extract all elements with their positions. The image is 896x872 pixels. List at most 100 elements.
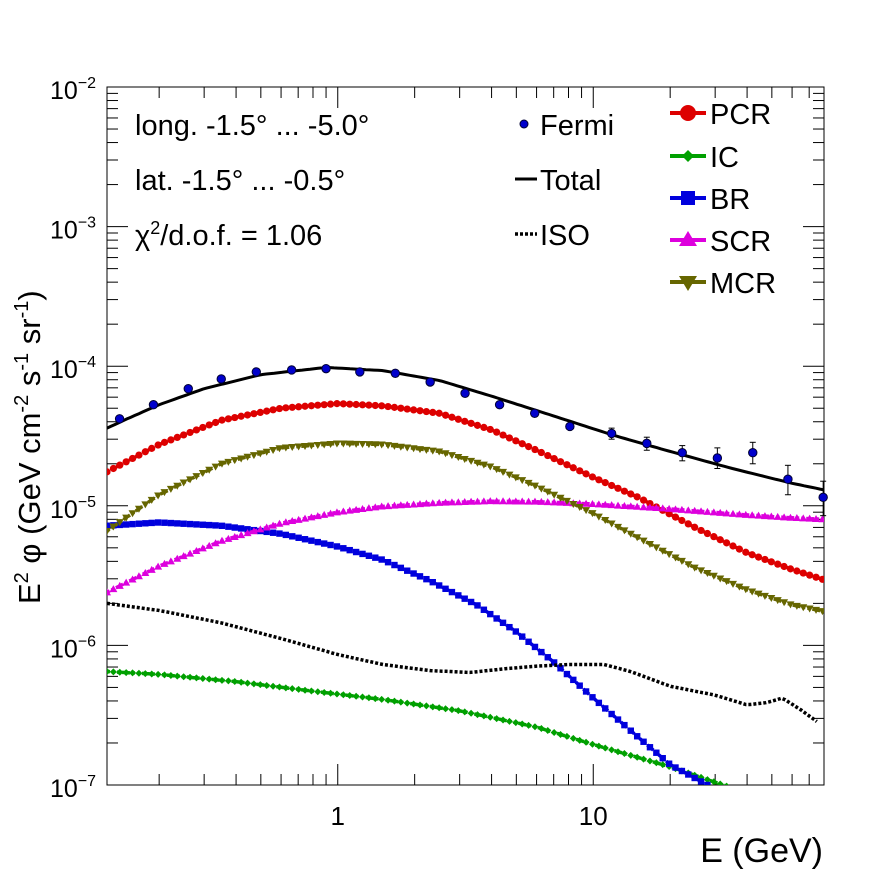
series-pcr-marker — [410, 406, 418, 414]
series-scr-marker — [288, 517, 297, 525]
legend-pcr-marker — [680, 105, 696, 121]
series-br-marker — [665, 760, 673, 767]
series-ic-marker — [493, 715, 501, 723]
series-ic-marker — [473, 711, 481, 719]
series-ic-marker — [512, 719, 520, 727]
series-pcr-marker — [454, 415, 462, 423]
series-br-marker — [397, 564, 405, 572]
chi-symbol: χ — [135, 220, 150, 252]
series-ic-marker — [122, 669, 130, 677]
series-scr-marker — [639, 503, 648, 511]
series-ic-marker — [403, 699, 411, 707]
series-br-marker — [282, 531, 290, 539]
series-pcr-marker — [135, 451, 143, 459]
series-mcr-marker — [633, 534, 642, 542]
series-pcr-marker — [563, 461, 571, 469]
series-scr-marker — [454, 498, 463, 506]
series-mcr-marker — [582, 507, 591, 515]
series-mcr-marker — [428, 447, 437, 455]
series-pcr-marker — [742, 548, 750, 556]
series-mcr-marker — [709, 572, 718, 580]
series-scr-marker — [479, 497, 488, 505]
y-tick-label: 10−6 — [50, 633, 96, 663]
y-tick-label: 10−7 — [50, 773, 96, 803]
series-pcr-marker — [107, 468, 111, 476]
series-ic-marker — [416, 701, 424, 709]
series-br-marker — [174, 520, 181, 527]
series-mcr-marker — [109, 523, 118, 531]
series-scr-marker — [799, 514, 808, 522]
series-scr-marker — [122, 578, 131, 586]
series-br-marker — [135, 520, 143, 527]
fermi-point — [677, 448, 687, 458]
series-scr-marker — [633, 502, 642, 510]
series-mcr-marker — [377, 441, 386, 449]
series-pcr-marker — [218, 416, 226, 424]
series-scr-marker — [665, 504, 674, 512]
series-br-marker — [365, 552, 373, 559]
series-br-marker — [129, 520, 136, 528]
series-ic-marker — [192, 674, 200, 682]
series-scr-marker — [499, 497, 508, 505]
series-ic-marker — [442, 705, 450, 713]
y-tick-exp: −7 — [78, 773, 96, 790]
series-br-marker — [659, 755, 666, 762]
series-mcr-marker — [639, 537, 648, 545]
series-pcr-marker — [735, 545, 743, 553]
series-br-marker — [225, 523, 232, 530]
series-br-marker — [499, 619, 507, 627]
series-mcr-marker — [543, 488, 552, 496]
x-axis-label: E (GeV) — [700, 832, 823, 870]
series-ic-marker — [480, 712, 488, 720]
series-pcr-marker — [416, 407, 424, 415]
series-br-marker — [697, 778, 705, 785]
series-mcr-marker — [818, 608, 824, 616]
series-scr-marker — [249, 527, 258, 535]
series-br-marker — [467, 598, 475, 606]
series-mcr-marker — [780, 599, 789, 607]
series-mcr-marker — [479, 461, 488, 469]
series-ic-marker — [333, 690, 341, 698]
series-ic-marker — [410, 700, 418, 708]
y-label-s: s — [12, 371, 47, 395]
series-mcr-marker — [409, 445, 418, 453]
series-mcr-marker — [524, 479, 533, 487]
fermi-point — [712, 453, 723, 463]
series-br-marker — [455, 592, 462, 599]
series-mcr-marker — [760, 592, 769, 600]
series-br-marker — [621, 721, 628, 729]
series-mcr-marker — [422, 446, 431, 454]
series-mcr-marker — [237, 455, 246, 463]
series-ic-marker — [212, 676, 220, 684]
series-br-marker — [582, 688, 590, 695]
series-ic-marker — [563, 732, 571, 740]
series-scr-marker — [645, 503, 654, 511]
series-mcr-marker — [358, 440, 367, 448]
series-scr-marker — [269, 521, 278, 529]
series-scr-marker — [543, 498, 552, 506]
series-br-marker — [180, 520, 187, 527]
series-br-marker — [269, 529, 277, 536]
series-pcr-marker — [480, 423, 488, 432]
legend-ic-label: IC — [710, 142, 739, 174]
series-pcr-marker — [365, 401, 373, 409]
series-mcr-marker — [186, 476, 195, 484]
series-mcr-marker — [269, 446, 278, 454]
series-scr-marker — [371, 503, 380, 511]
series-scr-marker — [224, 534, 233, 542]
series-ic-marker — [569, 734, 577, 742]
legend-left: Fermi Total ISO — [515, 110, 614, 252]
fermi-point — [183, 383, 193, 394]
fermi-point — [818, 492, 828, 503]
series-scr-marker — [690, 506, 699, 514]
series-mcr-marker — [352, 440, 361, 448]
series-mcr-marker — [364, 441, 373, 449]
series-pcr-marker — [250, 410, 258, 418]
series-scr-marker — [505, 497, 514, 505]
series-ic-marker — [307, 687, 315, 695]
series-scr-marker — [307, 513, 316, 521]
series-br-marker — [480, 606, 488, 613]
series-scr-marker — [345, 506, 354, 514]
